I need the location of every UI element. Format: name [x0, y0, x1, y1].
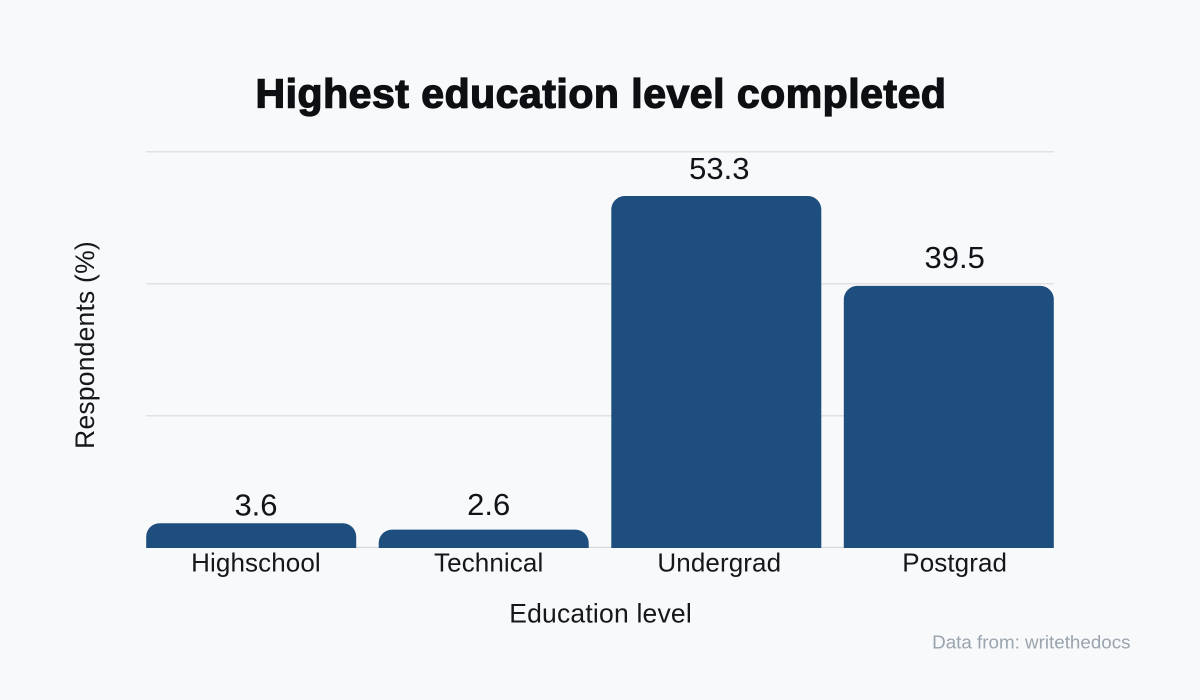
svg-text:Postgrad: Postgrad — [902, 547, 1007, 577]
svg-text:3.6: 3.6 — [234, 487, 277, 522]
svg-text:Highschool: Highschool — [191, 547, 321, 577]
svg-text:Data from: writethedocs: Data from: writethedocs — [932, 631, 1130, 652]
svg-text:Highest education level comple: Highest education level completed — [256, 71, 947, 117]
svg-text:Technical: Technical — [434, 547, 543, 577]
svg-text:Undergrad: Undergrad — [657, 547, 781, 577]
svg-text:2.6: 2.6 — [467, 487, 510, 522]
svg-text:Respondents (%): Respondents (%) — [70, 241, 100, 449]
svg-text:Education level: Education level — [509, 599, 692, 629]
svg-text:39.5: 39.5 — [925, 240, 985, 275]
svg-text:53.3: 53.3 — [689, 151, 749, 186]
